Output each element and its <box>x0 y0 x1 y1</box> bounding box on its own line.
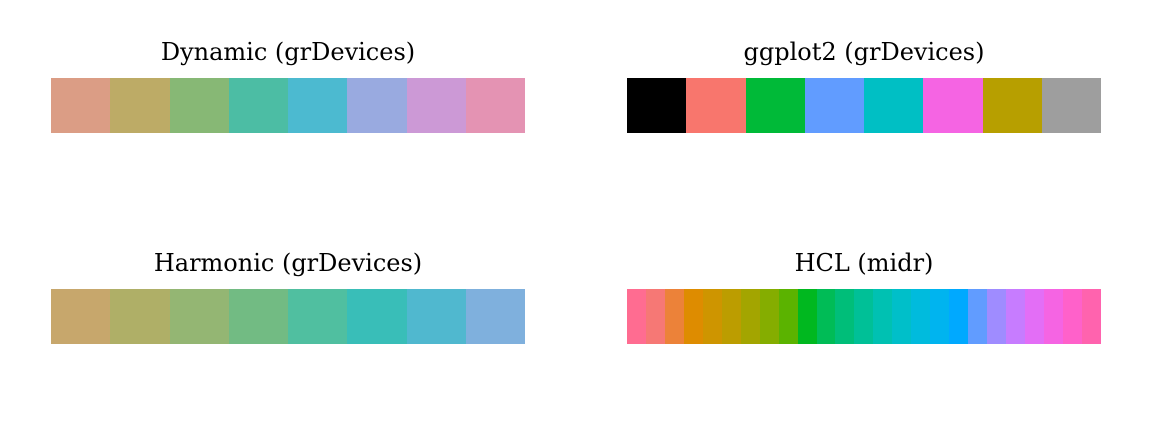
color-swatch <box>627 78 687 133</box>
color-swatch <box>465 78 525 133</box>
color-swatch <box>627 289 646 344</box>
color-swatch <box>873 289 893 344</box>
palette-strip-dynamic <box>51 78 525 133</box>
color-swatch <box>686 78 746 133</box>
color-swatch <box>169 289 229 344</box>
color-swatch <box>778 289 798 344</box>
palette-strip-hcl <box>627 289 1101 344</box>
color-swatch <box>968 289 988 344</box>
color-swatch <box>721 289 741 344</box>
color-swatch <box>759 289 779 344</box>
color-swatch <box>923 78 983 133</box>
color-swatch <box>406 78 466 133</box>
palette-title-harmonic: Harmonic (grDevices) <box>153 249 423 277</box>
color-swatch <box>288 78 348 133</box>
color-swatch <box>949 289 969 344</box>
color-swatch <box>288 289 348 344</box>
color-swatch <box>804 78 864 133</box>
color-swatch <box>406 289 466 344</box>
color-swatch <box>1041 78 1101 133</box>
palette-strip-harmonic <box>51 289 525 344</box>
color-swatch <box>1062 289 1082 344</box>
color-swatch <box>645 289 665 344</box>
color-swatch <box>347 78 407 133</box>
color-swatch <box>740 289 760 344</box>
color-swatch <box>51 289 111 344</box>
palette-title-ggplot2: ggplot2 (grDevices) <box>743 38 985 66</box>
color-swatch <box>51 78 111 133</box>
color-swatch <box>664 289 684 344</box>
palette-title-hcl: HCL (midr) <box>794 249 934 277</box>
color-swatch <box>745 78 805 133</box>
color-swatch <box>169 78 229 133</box>
color-swatch <box>1006 289 1026 344</box>
color-swatch <box>683 289 703 344</box>
color-swatch <box>110 78 170 133</box>
palette-title-dynamic: Dynamic (grDevices) <box>160 38 416 66</box>
color-swatch <box>702 289 722 344</box>
color-swatch <box>911 289 931 344</box>
color-swatch <box>347 289 407 344</box>
color-swatch <box>930 289 950 344</box>
color-swatch <box>892 289 912 344</box>
color-swatch <box>816 289 836 344</box>
color-swatch <box>465 289 525 344</box>
palette-strip-ggplot2 <box>627 78 1101 133</box>
color-swatch <box>864 78 924 133</box>
color-swatch <box>110 289 170 344</box>
color-swatch <box>1025 289 1044 344</box>
color-swatch <box>228 289 288 344</box>
color-swatch <box>982 78 1042 133</box>
color-swatch <box>1081 289 1101 344</box>
color-swatch <box>1043 289 1063 344</box>
color-swatch <box>797 289 817 344</box>
color-swatch <box>987 289 1007 344</box>
color-swatch <box>228 78 288 133</box>
color-swatch <box>835 289 855 344</box>
color-swatch <box>854 289 874 344</box>
